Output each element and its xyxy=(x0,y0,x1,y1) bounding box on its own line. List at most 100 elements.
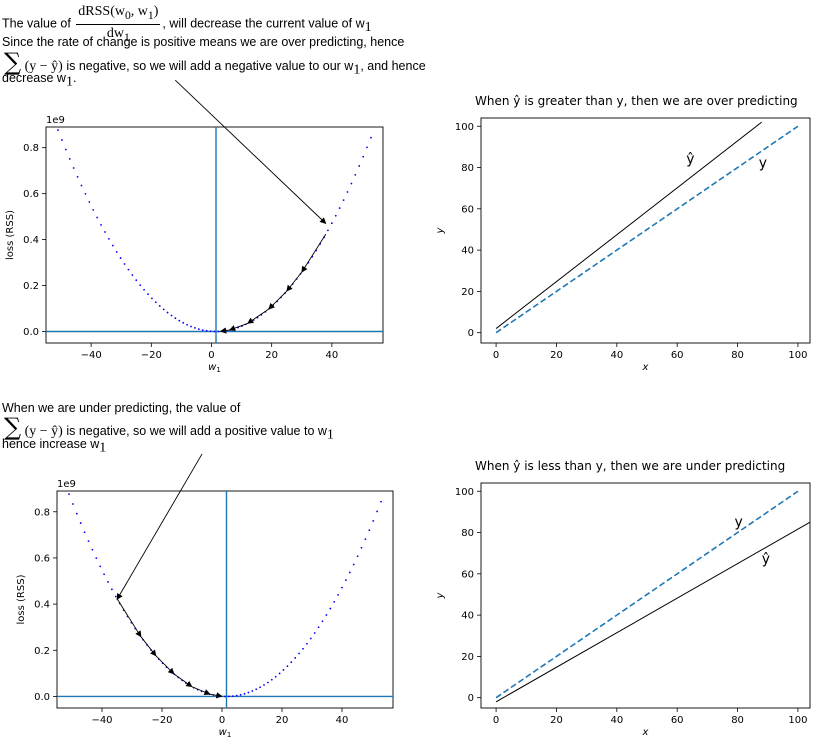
x-tick-label: 60 xyxy=(671,350,684,361)
loss-point xyxy=(100,223,102,226)
loss-point xyxy=(321,620,324,623)
plot-frame xyxy=(45,126,384,344)
loss-point xyxy=(286,665,289,668)
x-tick-label: 80 xyxy=(731,350,744,361)
y-tick-label: 0.4 xyxy=(23,235,39,246)
loss-point xyxy=(139,284,142,287)
loss-point xyxy=(217,330,220,333)
top-note-line1: The value of dRSS(w0, w1) dw1 , will dec… xyxy=(2,4,372,44)
loss-point xyxy=(131,274,134,276)
y-tick-label: 60 xyxy=(461,204,474,215)
loss-point xyxy=(205,329,208,332)
y-axis-label: loss (RSS) xyxy=(5,210,16,260)
loss-point xyxy=(345,579,347,582)
loss-point xyxy=(88,201,91,203)
loss-point xyxy=(306,642,308,645)
y-tick-label: 0.6 xyxy=(34,553,50,564)
loss-point xyxy=(337,593,339,596)
bottom-note-line2: ∑ (y − ŷ) is negative, so we will add a … xyxy=(4,413,334,443)
descent-arrow xyxy=(191,686,211,695)
series-label: y xyxy=(735,514,743,530)
loss-point xyxy=(370,136,372,139)
loss-point xyxy=(380,500,382,503)
loss-point xyxy=(356,555,359,558)
y-tick-label: 80 xyxy=(461,528,474,539)
chart-title: When ŷ is greater than y, then we are ov… xyxy=(475,94,798,108)
y-tick-label: 40 xyxy=(461,611,474,622)
loss-point xyxy=(224,695,226,698)
loss-point xyxy=(364,538,367,540)
loss-point xyxy=(79,522,82,524)
loss-point xyxy=(186,323,189,326)
loss-point xyxy=(329,607,332,610)
y-tick-label: 20 xyxy=(461,652,474,663)
loss-point xyxy=(282,669,285,671)
descent-arrow xyxy=(301,233,327,273)
series-label: ŷ xyxy=(762,552,770,568)
loss-point xyxy=(317,626,320,629)
y-tick-label: 0.8 xyxy=(34,507,50,518)
loss-point xyxy=(72,167,75,169)
loss-point xyxy=(104,231,106,233)
x-tick-label: 0 xyxy=(208,350,214,361)
loss-point xyxy=(68,158,71,160)
loss-point xyxy=(330,222,333,225)
x-axis-label: x xyxy=(642,727,649,738)
x-tick-label: 0 xyxy=(493,715,499,726)
loss-point xyxy=(80,184,83,187)
loss-point xyxy=(178,319,181,322)
loss-point xyxy=(197,328,200,331)
loss-point xyxy=(135,279,138,282)
loss-point xyxy=(57,129,59,132)
y-tick-label: 80 xyxy=(461,163,474,174)
x-axis-label: w1 xyxy=(219,727,232,739)
chart-1: −40 −20 0 20 40 0.0 0.2 0.4 0.6 0.8 w1 loss (RSS) 1e… xyxy=(5,79,384,374)
loss-point xyxy=(209,330,212,333)
descent-arrow xyxy=(155,655,175,675)
series-label: ŷ xyxy=(686,151,694,167)
loss-point xyxy=(111,244,114,247)
y-tick-label: 0.2 xyxy=(23,281,39,292)
series-line xyxy=(495,490,799,699)
loss-point xyxy=(372,520,375,522)
series-line xyxy=(495,521,811,703)
loss-point xyxy=(170,314,173,317)
loss-point xyxy=(352,563,355,566)
plot-frame xyxy=(56,490,394,709)
x-tick-label: −40 xyxy=(81,350,102,361)
loss-point xyxy=(366,146,368,149)
loss-point xyxy=(84,192,87,195)
loss-point xyxy=(182,321,185,324)
loss-point xyxy=(313,632,316,634)
loss-point xyxy=(92,208,95,211)
loss-point xyxy=(239,693,242,696)
y-tick-label: 0 xyxy=(468,693,474,704)
chart-2: 0 20 40 60 80 100 0 20 40 60 80 100 x y When ŷ is grea… xyxy=(435,94,811,373)
y-offset-label: 1e9 xyxy=(46,115,65,126)
y-tick-label: 0.8 xyxy=(23,143,39,154)
loss-point xyxy=(96,216,99,219)
x-tick-label: 100 xyxy=(788,715,807,726)
loss-point xyxy=(166,311,169,314)
y-tick-label: 0.0 xyxy=(34,692,50,703)
loss-point xyxy=(360,546,363,549)
loss-point xyxy=(290,661,293,664)
loss-point xyxy=(338,207,341,209)
loss-point xyxy=(68,493,70,496)
plot-frame xyxy=(480,117,811,344)
x-tick-label: −40 xyxy=(91,715,112,726)
descent-arrow xyxy=(286,271,303,292)
annotation-arrow xyxy=(174,79,327,224)
loss-point xyxy=(190,325,192,328)
y-tick-label: 100 xyxy=(455,122,474,133)
series-line xyxy=(495,125,799,334)
loss-point xyxy=(341,586,343,589)
loss-point xyxy=(107,581,109,583)
loss-point xyxy=(243,692,246,695)
descent-arrow xyxy=(268,290,288,310)
descent-arrow xyxy=(219,327,230,334)
loss-point xyxy=(114,595,117,598)
x-tick-label: −20 xyxy=(151,715,172,726)
y-tick-label: 60 xyxy=(461,569,474,580)
y-tick-label: 0 xyxy=(468,328,474,339)
